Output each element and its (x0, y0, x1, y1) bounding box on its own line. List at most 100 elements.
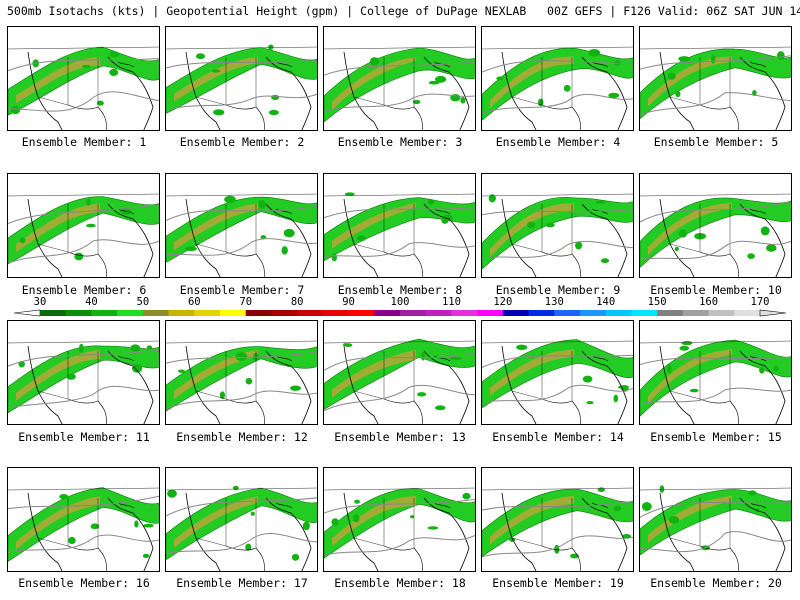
colorbar-tick-label: 140 (596, 296, 616, 308)
colorbar-swatch (117, 310, 144, 316)
ensemble-member-11-map (7, 320, 160, 425)
colorbar-swatch (168, 310, 195, 316)
colorbar-swatch (580, 310, 607, 316)
colorbar-swatch (348, 310, 375, 316)
colorbar-tick-label: 100 (390, 296, 410, 308)
ensemble-member-label: Ensemble Member: 18 (334, 576, 466, 590)
colorbar-swatch (682, 310, 709, 316)
colorbar-tick-label: 60 (187, 296, 201, 308)
ensemble-member-label: Ensemble Member: 19 (492, 576, 624, 590)
ensemble-member-15-map (639, 320, 792, 425)
colorbar-swatch (245, 310, 272, 316)
colorbar-swatch (297, 310, 324, 316)
map-graphic (166, 340, 317, 424)
ensemble-member-label: Ensemble Member: 15 (650, 430, 782, 444)
colorbar-tick-label: 30 (33, 296, 47, 308)
map-graphic (324, 192, 475, 277)
colorbar-swatch (400, 310, 427, 316)
colorbar-swatch (502, 310, 529, 316)
ensemble-member-12-map (165, 320, 318, 425)
map-graphic (166, 44, 317, 130)
colorbar-swatch (477, 310, 504, 316)
map-graphic (482, 193, 633, 277)
ensemble-member-8-map (323, 173, 476, 278)
ensemble-member-label: Ensemble Member: 7 (179, 283, 305, 297)
colorbar-swatch (142, 310, 169, 316)
colorbar-swatch (734, 310, 761, 316)
colorbar-tick-label: 80 (290, 296, 304, 308)
ensemble-member-14-map (481, 320, 634, 425)
ensemble-member-label: Ensemble Member: 16 (18, 576, 150, 590)
colorbar-swatch (40, 310, 67, 316)
colorbar-tick-label: 40 (85, 296, 98, 308)
ensemble-member-label: Ensemble Member: 14 (492, 430, 624, 444)
map-graphic (8, 340, 159, 424)
ensemble-member-13-map (323, 320, 476, 425)
colorbar-tick-label: 160 (699, 296, 719, 308)
colorbar-tick-label: 90 (342, 296, 355, 308)
ensemble-member-20-map (639, 467, 792, 572)
map-graphic (640, 193, 791, 277)
colorbar-swatch (554, 310, 581, 316)
colorbar-swatch (220, 310, 247, 316)
ensemble-member-2-map (165, 26, 318, 131)
ensemble-member-label: Ensemble Member: 17 (176, 576, 308, 590)
colorbar-swatch (451, 310, 478, 316)
ensemble-member-17-map (165, 467, 318, 572)
ensemble-member-16-map (7, 467, 160, 572)
map-graphic (324, 338, 475, 424)
colorbar-tick-label: 110 (441, 296, 461, 308)
ensemble-member-label: Ensemble Member: 12 (176, 430, 308, 444)
ensemble-member-label: Ensemble Member: 5 (653, 135, 779, 149)
colorbar-swatch (374, 310, 401, 316)
map-graphic (482, 46, 633, 130)
ensemble-member-label: Ensemble Member: 9 (495, 283, 621, 297)
colorbar-swatch (322, 310, 349, 316)
ensemble-member-5-map (639, 26, 792, 131)
colorbar-swatch (194, 310, 221, 316)
map-graphic (640, 46, 791, 130)
ensemble-member-18-map (323, 467, 476, 572)
colorbar-left-arrow (13, 309, 41, 317)
ensemble-member-7-map (165, 173, 318, 278)
ensemble-member-label: Ensemble Member: 13 (334, 430, 466, 444)
ensemble-member-label: Ensemble Member: 6 (21, 283, 147, 297)
colorbar-graphic (13, 309, 787, 317)
colorbar-swatch (271, 310, 298, 316)
colorbar-swatch (631, 310, 658, 316)
colorbar-tick-label: 50 (136, 296, 150, 308)
colorbar-tick-label: 130 (544, 296, 564, 308)
map-graphic (640, 339, 791, 424)
colorbar-tick-label: 70 (239, 296, 253, 308)
ensemble-member-19-map (481, 467, 634, 572)
map-graphic (324, 487, 475, 571)
ensemble-member-label: Ensemble Member: 10 (650, 283, 782, 297)
map-graphic (482, 487, 633, 571)
colorbar-swatch (65, 310, 92, 316)
map-graphic (166, 193, 317, 277)
ensemble-member-10-map (639, 173, 792, 278)
ensemble-member-label: Ensemble Member: 4 (495, 135, 621, 149)
map-title: 500mb Isotachs (kts) | Geopotential Heig… (7, 4, 800, 18)
map-graphic (166, 485, 317, 571)
colorbar-swatch (528, 310, 555, 316)
ensemble-member-9-map (481, 173, 634, 278)
map-graphic (640, 485, 791, 571)
ensemble-member-6-map (7, 173, 160, 278)
colorbar-swatch (708, 310, 735, 316)
ensemble-member-label: Ensemble Member: 2 (179, 135, 305, 149)
ensemble-member-label: Ensemble Member: 1 (21, 135, 147, 149)
ensemble-member-4-map (481, 26, 634, 131)
ensemble-member-3-map (323, 26, 476, 131)
colorbar-tick-label: 170 (750, 296, 770, 308)
colorbar-right-arrow (759, 309, 787, 317)
map-graphic (8, 487, 159, 571)
colorbar-swatch (605, 310, 632, 316)
ensemble-member-label: Ensemble Member: 3 (337, 135, 463, 149)
map-graphic (8, 46, 159, 130)
colorbar-swatch (425, 310, 452, 316)
isotach-colorbar: 30 40 50 60 70 80 90 100 110 120 130 140 150 160 170 (0, 296, 800, 320)
ensemble-member-label: Ensemble Member: 20 (650, 576, 782, 590)
colorbar-tick-label: 150 (647, 296, 667, 308)
ensemble-member-label: Ensemble Member: 11 (18, 430, 150, 444)
